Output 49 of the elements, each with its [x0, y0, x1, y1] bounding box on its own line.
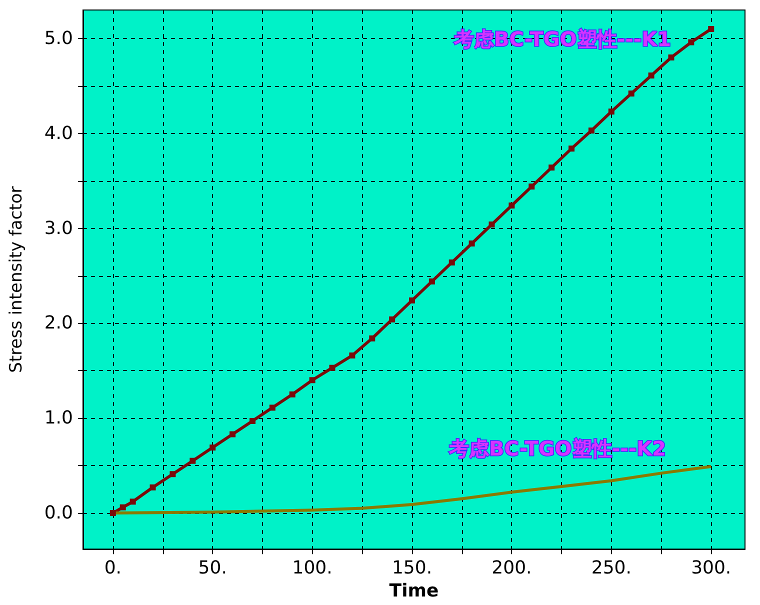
point — [628, 90, 634, 97]
point — [329, 364, 336, 371]
x-tick-label: 50. — [198, 558, 227, 579]
point — [120, 504, 126, 510]
point — [150, 484, 156, 490]
y-tick-label: 3.0 — [44, 218, 73, 239]
point — [688, 39, 694, 46]
point — [708, 26, 714, 32]
y-tick-label: 4.0 — [44, 122, 73, 144]
point — [608, 108, 614, 115]
point — [488, 222, 495, 228]
x-tick-label: 100. — [292, 558, 332, 579]
point — [448, 259, 455, 266]
y-tick-label: 5.0 — [44, 28, 73, 49]
point — [130, 498, 136, 505]
point — [170, 471, 176, 478]
x-tick-label: 0. — [104, 558, 122, 579]
point — [648, 72, 654, 78]
y-axis-title: Stress intensity factor — [6, 186, 26, 373]
point — [190, 458, 196, 464]
x-tick-label: 150. — [392, 558, 432, 579]
point — [548, 164, 555, 171]
point — [110, 510, 116, 516]
series-label: 考虑BC-TGO塑性---K1 — [452, 26, 672, 51]
point — [230, 431, 236, 438]
series-label: 考虑BC-TGO塑性---K2 — [448, 436, 666, 461]
point — [269, 404, 276, 411]
point — [389, 316, 396, 322]
x-tick-label: 300. — [691, 558, 732, 579]
point — [369, 335, 376, 342]
y-tick-label: 1.0 — [44, 408, 73, 429]
point — [668, 54, 674, 60]
point — [309, 377, 316, 384]
point — [249, 418, 256, 424]
point — [468, 240, 475, 246]
point — [508, 202, 515, 209]
point — [588, 128, 594, 134]
point — [349, 352, 356, 358]
point — [289, 391, 296, 398]
x-tick-label: 200. — [492, 558, 532, 579]
y-tick-label: 0.0 — [44, 502, 73, 524]
point — [409, 297, 416, 304]
point — [568, 146, 575, 152]
x-axis-title: Time — [389, 580, 439, 602]
point — [210, 444, 216, 451]
y-tick-label: 2.0 — [44, 312, 73, 334]
x-tick-label: 250. — [591, 558, 632, 579]
point — [428, 278, 435, 284]
point — [528, 184, 535, 190]
